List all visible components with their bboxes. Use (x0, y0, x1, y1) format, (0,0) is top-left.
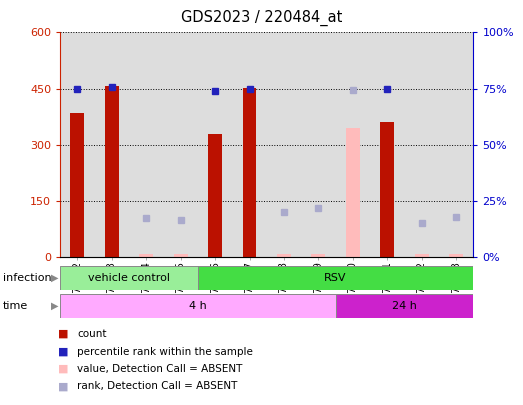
Bar (336, 32, 370, 257)
Bar (232, 32, 267, 257)
Bar (71, 113, 84, 257)
Bar (267, 32, 301, 257)
Text: ■: ■ (58, 329, 68, 339)
Text: infection: infection (3, 273, 51, 283)
Bar (415, 254, 428, 257)
Text: rank, Detection Call = ABSENT: rank, Detection Call = ABSENT (77, 382, 238, 391)
Text: ■: ■ (58, 382, 68, 391)
Text: percentile rank within the sample: percentile rank within the sample (77, 347, 253, 356)
Text: ■: ■ (58, 364, 68, 374)
Bar (129, 32, 163, 257)
Bar (346, 128, 360, 257)
Text: RSV: RSV (324, 273, 347, 283)
Text: value, Detection Call = ABSENT: value, Detection Call = ABSENT (77, 364, 243, 374)
Bar (208, 134, 222, 257)
Text: GDS2023 / 220484_at: GDS2023 / 220484_at (181, 10, 342, 26)
Bar (163, 32, 198, 257)
Bar (243, 88, 256, 257)
Bar (60, 32, 95, 257)
Text: 4 h: 4 h (189, 301, 207, 311)
Bar (198, 32, 232, 257)
Text: ▶: ▶ (51, 273, 59, 283)
Bar (336, 294, 473, 318)
Bar (105, 85, 119, 257)
Text: ■: ■ (58, 347, 68, 356)
Bar (439, 32, 473, 257)
Bar (95, 32, 129, 257)
Bar (174, 254, 188, 257)
Bar (198, 266, 473, 290)
Bar (380, 122, 394, 257)
Bar (370, 32, 404, 257)
Bar (60, 294, 336, 318)
Bar (449, 254, 463, 257)
Text: ▶: ▶ (51, 301, 59, 311)
Bar (404, 32, 439, 257)
Bar (301, 32, 336, 257)
Bar (139, 254, 153, 257)
Text: 24 h: 24 h (392, 301, 417, 311)
Bar (277, 254, 291, 257)
Text: vehicle control: vehicle control (88, 273, 170, 283)
Bar (60, 266, 198, 290)
Text: count: count (77, 329, 107, 339)
Text: time: time (3, 301, 28, 311)
Bar (312, 254, 325, 257)
